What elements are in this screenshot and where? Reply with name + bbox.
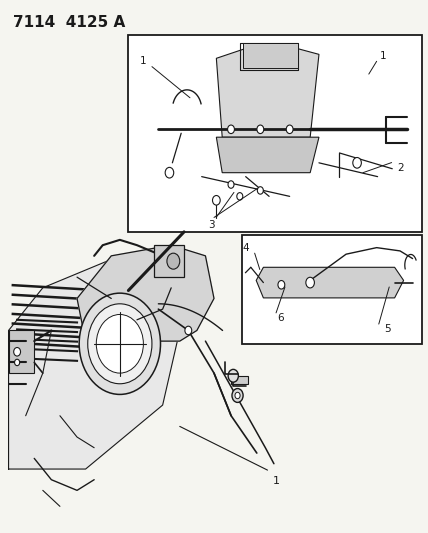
Bar [242,235,422,344]
Circle shape [257,125,264,134]
Circle shape [228,125,235,134]
Circle shape [14,348,21,356]
Circle shape [88,304,152,384]
Bar [9,330,34,373]
Bar [154,245,184,277]
Bar [243,43,298,68]
Text: 5: 5 [384,325,391,334]
Circle shape [185,326,192,335]
Circle shape [165,167,174,178]
Text: 1: 1 [140,56,147,66]
Circle shape [306,277,315,288]
Circle shape [232,389,243,402]
Circle shape [257,187,263,194]
Polygon shape [256,267,404,298]
Circle shape [235,392,240,399]
Circle shape [228,369,238,382]
Bar [231,376,248,384]
Circle shape [353,158,361,168]
Polygon shape [216,46,319,137]
Circle shape [15,359,20,366]
Text: 1: 1 [380,51,386,61]
Bar [128,35,422,232]
Text: 2: 2 [397,163,404,173]
Text: 6: 6 [277,313,284,323]
Polygon shape [9,256,180,469]
Circle shape [278,280,285,289]
Text: 4: 4 [243,243,250,253]
Text: 7114  4125 A: 7114 4125 A [13,15,125,30]
Text: 3: 3 [208,221,215,230]
Polygon shape [216,137,319,173]
Circle shape [167,253,180,269]
Circle shape [228,181,234,188]
Text: 1: 1 [273,476,279,486]
Circle shape [237,192,243,200]
Circle shape [96,314,143,373]
Polygon shape [77,245,214,341]
Circle shape [79,293,160,394]
Circle shape [286,125,293,134]
Circle shape [212,196,220,205]
